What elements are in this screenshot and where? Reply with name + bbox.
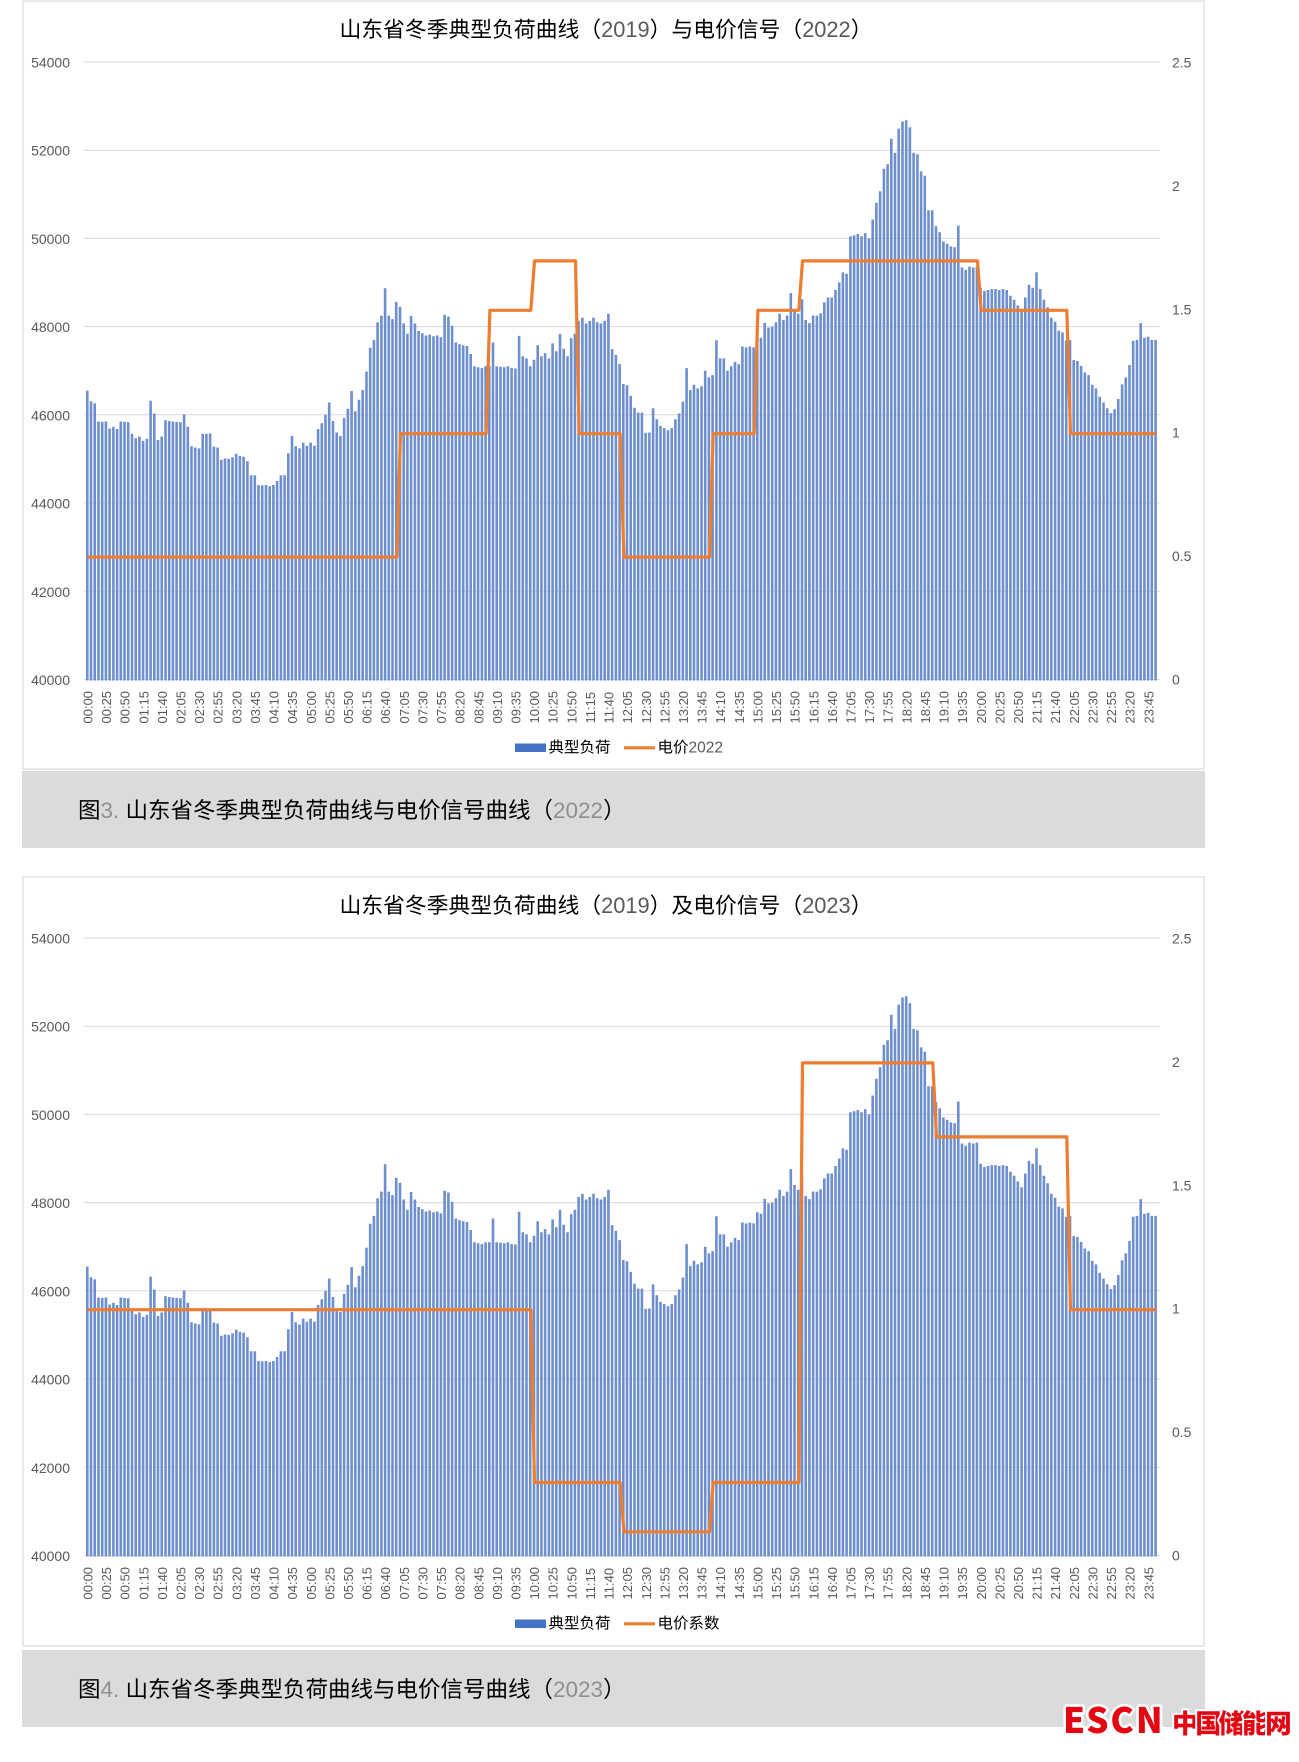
svg-text:3.: 3. (101, 798, 120, 823)
svg-text:2019: 2019 (601, 17, 650, 42)
svg-text:2023: 2023 (802, 893, 851, 918)
svg-text:2023: 2023 (553, 1677, 603, 1702)
svg-text:2022: 2022 (689, 740, 723, 757)
svg-text:4.: 4. (101, 1677, 120, 1702)
svg-text:2022: 2022 (553, 798, 603, 823)
svg-text:2019: 2019 (601, 893, 650, 918)
svg-text:2022: 2022 (802, 17, 851, 42)
